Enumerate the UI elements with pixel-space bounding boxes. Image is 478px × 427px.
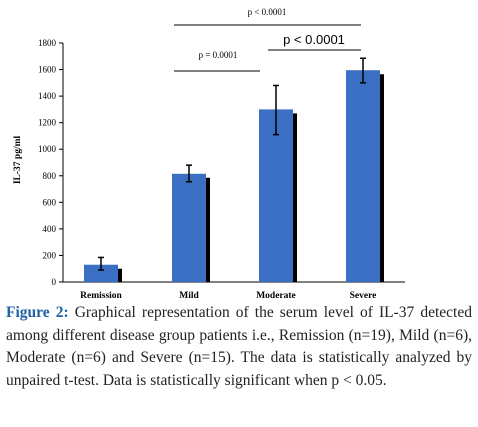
bar xyxy=(259,109,293,282)
y-tick-label: 400 xyxy=(43,224,57,234)
bars: Remission Mild Moderate Severe xyxy=(80,57,384,300)
significance-annotations: p < 0.0001 p = 0.0001 p < 0.0001 xyxy=(174,7,361,72)
x-tick-label: Severe xyxy=(350,291,377,300)
y-tick-label: 1400 xyxy=(38,91,57,101)
caption-text: Graphical representation of the serum le… xyxy=(6,304,472,389)
x-tick-label: Remission xyxy=(80,291,122,300)
bar xyxy=(172,173,206,282)
y-axis-label: IL-37 pg/ml xyxy=(13,135,23,184)
x-tick-label: Moderate xyxy=(256,291,296,300)
y-tick-label: 1600 xyxy=(38,65,57,75)
y-tick-label: 1000 xyxy=(38,144,57,154)
significance-label: p = 0.0001 xyxy=(199,50,238,60)
bar xyxy=(84,264,118,282)
bar xyxy=(346,70,380,282)
significance-label: p < 0.0001 xyxy=(248,7,287,17)
x-tick-label: Mild xyxy=(179,291,199,300)
figure-caption: Figure 2: Graphical representation of th… xyxy=(6,302,472,392)
y-tick-label: 1200 xyxy=(38,118,57,128)
y-tick-label: 0 xyxy=(52,277,57,287)
significance-label: p < 0.0001 xyxy=(283,32,345,47)
y-tick-label: 600 xyxy=(43,197,57,207)
figure-label: Figure 2: xyxy=(6,304,69,321)
y-tick-label: 200 xyxy=(43,250,57,260)
y-tick-label: 800 xyxy=(43,171,57,181)
chart: 0 200 400 600 800 1000 1200 1400 1600 1800 Remiss… xyxy=(13,7,405,300)
y-tick-label: 1800 xyxy=(38,38,57,48)
